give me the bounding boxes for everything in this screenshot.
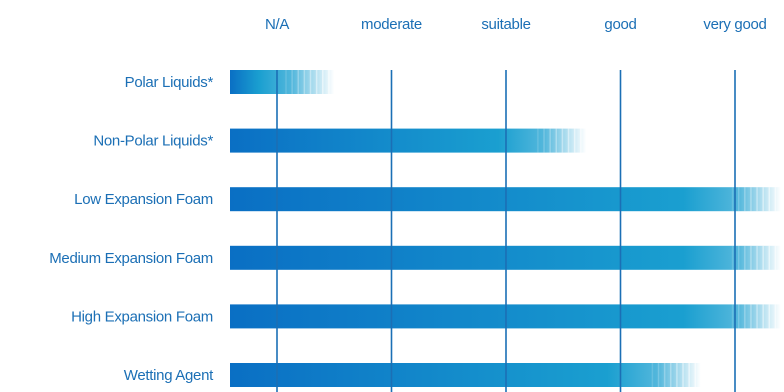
bar-fade-stripe [328,70,330,94]
bar-fade-stripe [561,128,564,153]
category-label: High Expansion Foam [71,308,213,325]
bar-fade-stripe [580,128,582,153]
category-label: Wetting Agent [124,367,214,384]
bar-fade-stripe [543,128,545,153]
bar-fade-stripe [676,363,678,387]
bar-fade-stripe [756,187,758,212]
bar-fade-stripe [756,245,758,270]
bar-fade-stripe [555,128,558,153]
bar-fade-stripe [297,70,299,94]
bar-fade-stripe [762,304,764,329]
bar-fade-stripe [285,70,287,94]
bar-fade-stripe [774,187,777,212]
bar-polar-liquids [230,70,335,94]
tick-label: N/A [265,16,289,33]
tick-label: suitable [481,16,530,33]
bar-fade-stripe [737,245,740,270]
bar-fade-stripe [731,245,734,270]
bar-fade-stripe [651,363,654,387]
bar-fade-stripe [573,128,576,153]
bar-fade-stripe [567,128,570,153]
bar-fade-stripe [768,304,771,329]
category-label: Medium Expansion Foam [49,250,213,267]
bar-fade-stripe [682,363,684,387]
bar-fade-stripe [774,245,777,270]
bar-wetting-agent [230,363,701,387]
bar-fade-stripe [744,187,746,212]
tick-labels: N/A moderate suitable good very good [265,16,767,33]
bar-fade-stripe [291,70,293,94]
bar-fade-stripe [657,363,660,387]
bar-fade-stripe [549,128,551,153]
bar-fade-stripe [774,304,777,329]
bar-fade-stripe [663,363,666,387]
tick-label: very good [703,16,766,33]
category-label: Non-Polar Liquids* [93,133,213,150]
bar-non-polar-liquids [230,128,587,153]
bar-fade-stripe [744,245,746,270]
bar-fade-stripe [737,187,740,212]
bar-fade-stripe [688,363,690,387]
bar-fade-stripe [750,304,752,329]
tick-label: good [604,16,636,33]
bar-fade-stripe [322,70,324,94]
bar-fade-stripe [737,304,740,329]
bar-fade-stripe [537,128,539,153]
bar-fade-stripe [756,304,758,329]
bar-fade-stripe [731,304,734,329]
bar-fade-stripe [694,363,697,387]
category-label: Low Expansion Foam [74,191,213,208]
bar-fade-stripe [309,70,312,94]
bar-fade-stripe [315,70,318,94]
bar-fade-stripe [768,187,771,212]
bar-fade-stripe [744,304,746,329]
grid-layer [276,70,736,392]
category-labels: Polar Liquids* Non-Polar Liquids* Low Expa… [49,74,214,384]
bar-fade-stripe [670,363,672,387]
tick-label: moderate [361,16,422,33]
bar-fade-stripe [762,245,764,270]
bar-fade-stripe [762,187,764,212]
bar-fade-stripe [303,70,306,94]
category-label: Polar Liquids* [125,74,214,91]
bar-fade-stripe [750,245,752,270]
bar-fade-stripe [768,245,771,270]
bar-fade-stripe [731,187,734,212]
bar-fade-stripe [750,187,752,212]
